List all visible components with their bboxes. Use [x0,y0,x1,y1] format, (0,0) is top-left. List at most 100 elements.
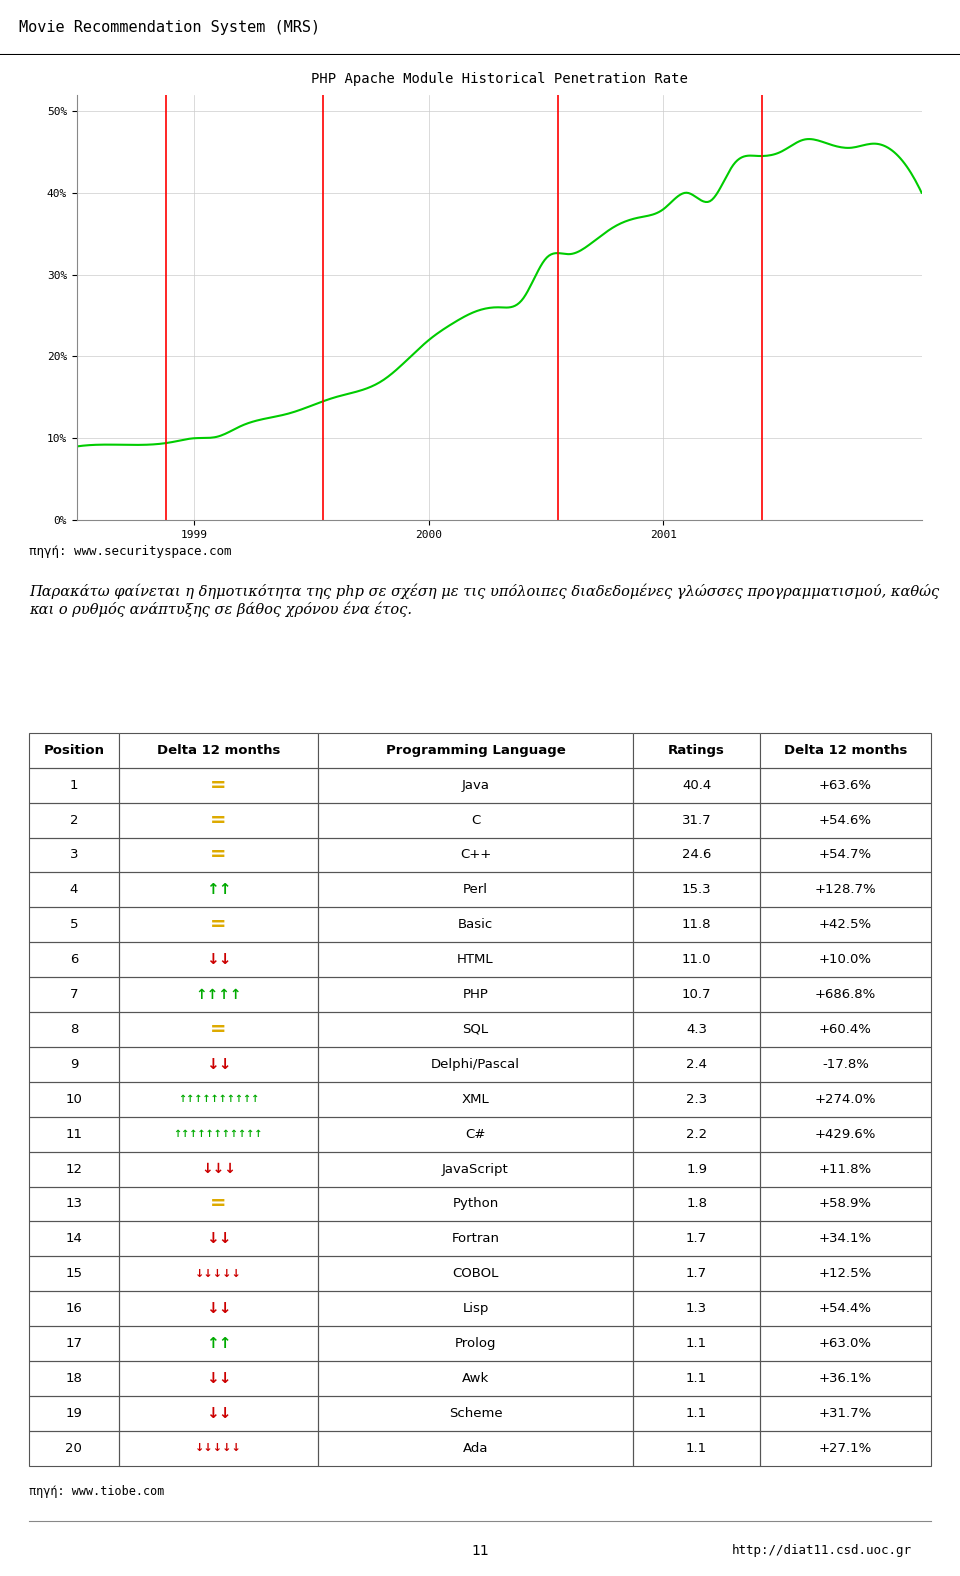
Text: 1.1: 1.1 [686,1442,708,1455]
Text: +58.9%: +58.9% [819,1198,872,1210]
Bar [759,1291,931,1325]
Text: +54.6%: +54.6% [819,813,872,826]
Text: XML: XML [462,1092,490,1106]
Text: Python: Python [452,1198,498,1210]
Text: -17.8%: -17.8% [822,1057,869,1070]
Text: ↓↓↓↓↓: ↓↓↓↓↓ [195,1269,242,1278]
Bar [119,1117,318,1152]
Bar [29,1081,119,1117]
Text: =: = [210,775,227,794]
Text: 14: 14 [65,1232,83,1245]
Bar [119,1081,318,1117]
Bar [318,1291,634,1325]
Bar [634,1396,759,1431]
Text: 1: 1 [70,779,78,791]
Text: 1.8: 1.8 [686,1198,708,1210]
Text: ↑↑↑↑: ↑↑↑↑ [195,988,242,1002]
Bar [29,908,119,942]
Text: Delta 12 months: Delta 12 months [156,744,280,756]
Bar [29,1325,119,1362]
Text: 8: 8 [70,1023,78,1035]
Bar [119,1431,318,1466]
Bar [759,802,931,837]
Bar [759,1221,931,1256]
Bar [119,768,318,802]
Bar [318,1081,634,1117]
Bar [634,1325,759,1362]
Text: +42.5%: +42.5% [819,919,872,931]
Text: COBOL: COBOL [452,1267,498,1280]
Text: 11: 11 [65,1128,83,1141]
Bar [119,977,318,1012]
Text: Scheme: Scheme [448,1407,502,1420]
Bar [759,1431,931,1466]
Text: 9: 9 [70,1057,78,1070]
Text: JavaScript: JavaScript [443,1163,509,1176]
Bar [119,1221,318,1256]
Bar [119,1152,318,1187]
Bar [634,733,759,768]
Text: ↑↑: ↑↑ [205,883,231,897]
Bar [634,908,759,942]
Text: 40.4: 40.4 [682,779,711,791]
Bar [634,1117,759,1152]
Text: 18: 18 [65,1373,83,1385]
Text: 15.3: 15.3 [682,884,711,897]
Text: 17: 17 [65,1336,83,1351]
Bar [29,1431,119,1466]
Text: +429.6%: +429.6% [815,1128,876,1141]
Bar [634,802,759,837]
Bar [634,1256,759,1291]
Text: 1.7: 1.7 [686,1267,708,1280]
Text: πηγή: www.tiobe.com: πηγή: www.tiobe.com [29,1485,164,1497]
Bar [318,1431,634,1466]
Text: +10.0%: +10.0% [819,953,872,966]
Text: C: C [470,813,480,826]
Bar [634,1152,759,1187]
Text: Fortran: Fortran [451,1232,499,1245]
Text: +60.4%: +60.4% [819,1023,872,1035]
Text: 1.1: 1.1 [686,1373,708,1385]
Bar [29,1187,119,1221]
Bar [634,733,759,768]
Bar [318,768,634,802]
Bar [634,1081,759,1117]
Text: ↓↓↓↓↓: ↓↓↓↓↓ [195,1444,242,1453]
Text: HTML: HTML [457,953,493,966]
Bar [318,977,634,1012]
Bar [119,1362,318,1396]
Text: SQL: SQL [463,1023,489,1035]
Text: Ratings: Ratings [668,744,725,756]
Bar [318,1012,634,1046]
Text: 31.7: 31.7 [682,813,711,826]
Bar [634,1291,759,1325]
Text: +31.7%: +31.7% [819,1407,872,1420]
Text: Programming Language: Programming Language [386,744,565,756]
Bar [119,1187,318,1221]
Bar [29,1362,119,1396]
Text: +11.8%: +11.8% [819,1163,872,1176]
Bar [634,768,759,802]
Text: +63.6%: +63.6% [819,779,872,791]
Bar [759,1012,931,1046]
Bar [759,873,931,908]
Text: =: = [210,916,227,935]
Text: +686.8%: +686.8% [815,988,876,1001]
Bar [318,873,634,908]
Bar [29,1396,119,1431]
Bar [29,1221,119,1256]
Bar [759,1117,931,1152]
Text: ↑↑↑↑↑↑↑↑↑↑↑: ↑↑↑↑↑↑↑↑↑↑↑ [174,1128,263,1139]
Text: +12.5%: +12.5% [819,1267,872,1280]
Text: 6: 6 [70,953,78,966]
Bar [119,1256,318,1291]
Text: C++: C++ [460,848,492,862]
Bar [29,1046,119,1081]
Bar [318,1325,634,1362]
Text: +34.1%: +34.1% [819,1232,872,1245]
Text: http://diat11.csd.uoc.gr: http://diat11.csd.uoc.gr [732,1544,912,1557]
Bar [634,1431,759,1466]
Text: Awk: Awk [462,1373,489,1385]
Bar [29,1117,119,1152]
Title: PHP Apache Module Historical Penetration Rate: PHP Apache Module Historical Penetration… [311,72,687,87]
